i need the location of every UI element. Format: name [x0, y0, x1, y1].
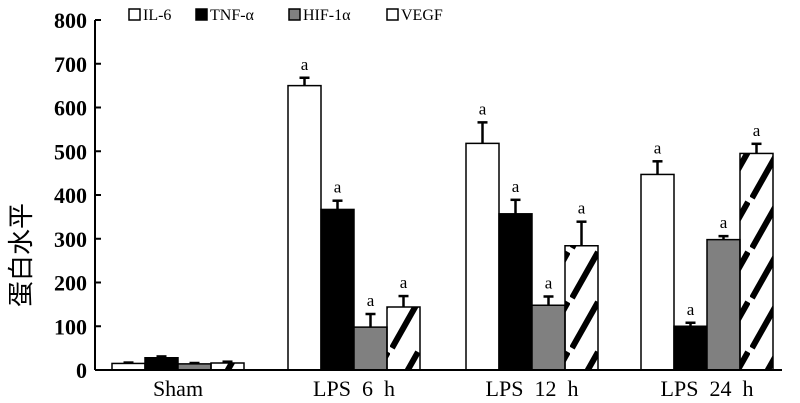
x-tick-label: LPS 12 h: [486, 376, 579, 401]
bar: [531, 304, 566, 371]
y-tick-label: 600: [54, 96, 87, 121]
axes: 0 100 200 300 400 500 600 700 800 Sham LPS 6 h LPS …: [54, 8, 782, 401]
significance-label: a: [687, 300, 695, 319]
y-tick-label: 800: [54, 8, 87, 33]
bar: [640, 173, 675, 371]
y-tick-label: 200: [54, 271, 87, 296]
bar: [353, 326, 388, 371]
y-tick-label: 300: [54, 227, 87, 252]
bar: [320, 208, 355, 371]
legend-label: VEGF: [401, 7, 443, 24]
y-tick-label: 500: [54, 139, 87, 164]
bars-group: a a a a a a a a a a a a: [111, 55, 774, 371]
bar: [210, 362, 245, 371]
legend-swatch: [386, 8, 399, 21]
x-tick-label: LPS 6 h: [313, 376, 395, 401]
bar: [386, 306, 421, 371]
bar: [144, 357, 179, 371]
bar: [564, 245, 599, 371]
legend-label: IL-6: [143, 7, 171, 24]
legend-label: TNF-α: [210, 7, 255, 24]
significance-label: a: [301, 55, 309, 74]
x-tick-label: LPS 24 h: [661, 376, 754, 401]
significance-label: a: [512, 177, 520, 196]
significance-label: a: [400, 273, 408, 292]
legend-swatch: [195, 8, 208, 21]
legend-label: HIF-1α: [303, 7, 351, 24]
y-tick-label: 0: [76, 358, 87, 383]
legend: IL-6 TNF-α HIF-1α VEGF: [128, 7, 443, 24]
bar: [673, 325, 708, 371]
bar: [706, 238, 741, 371]
significance-label: a: [545, 274, 553, 293]
significance-label: a: [654, 138, 662, 157]
significance-label: a: [578, 199, 586, 218]
y-tick-label: 700: [54, 52, 87, 77]
significance-label: a: [367, 291, 375, 310]
significance-label: a: [479, 99, 487, 118]
bar: [287, 84, 322, 371]
y-tick-label: 400: [54, 183, 87, 208]
significance-label: a: [720, 213, 728, 232]
y-axis-label: 蛋白水平: [7, 203, 37, 307]
bar: [739, 152, 774, 371]
legend-swatch: [288, 8, 301, 21]
bar: [465, 142, 500, 371]
x-tick-label: Sham: [153, 376, 203, 401]
bar: [498, 213, 533, 371]
significance-label: a: [753, 121, 761, 140]
significance-label: a: [334, 178, 342, 197]
legend-swatch: [128, 8, 141, 21]
y-tick-label: 100: [54, 314, 87, 339]
